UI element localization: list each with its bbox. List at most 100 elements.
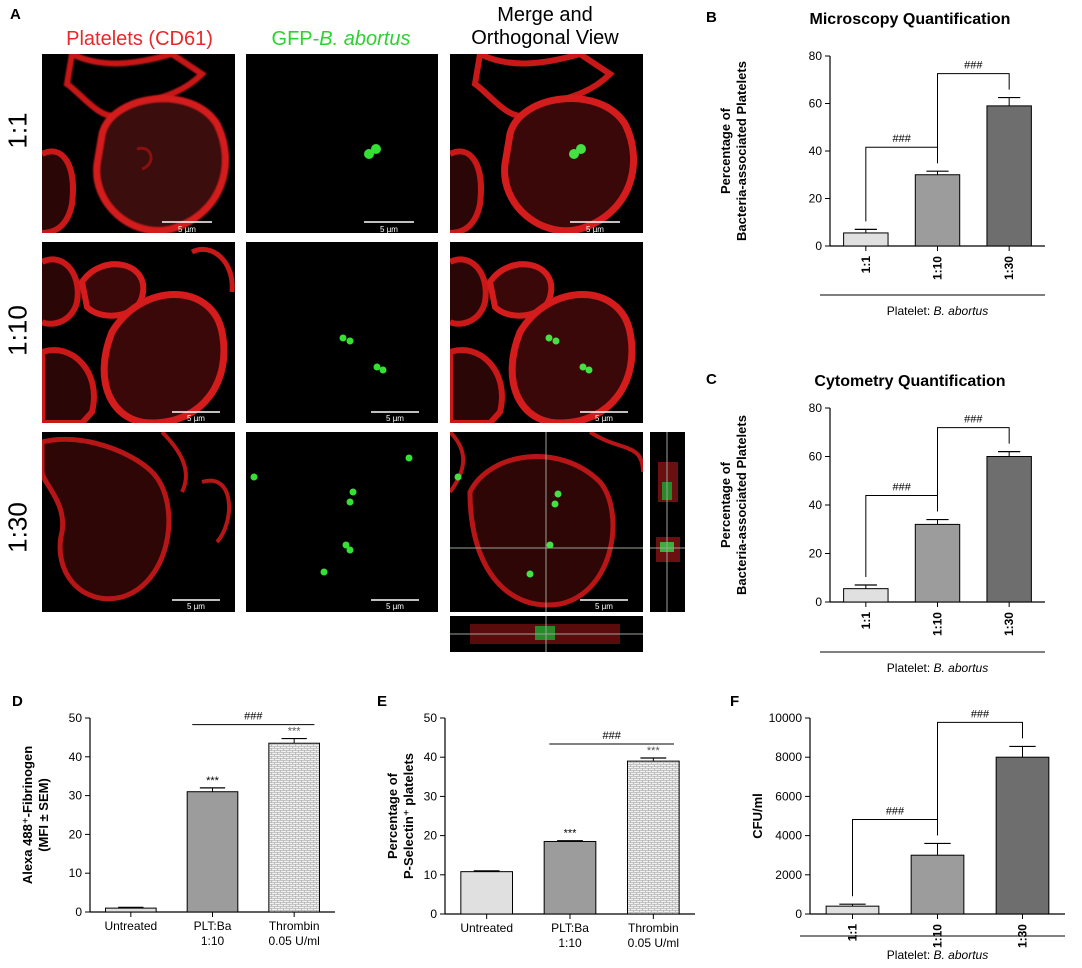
y-axis-label: Alexa 488⁺-Fibrinogen xyxy=(20,746,35,884)
micrograph-platelets-1-30: 5 µm xyxy=(42,432,235,612)
micrograph-merge-1-1-svg: 5 µm xyxy=(450,54,638,233)
bar xyxy=(914,174,961,247)
x-tick-label: 1:30 xyxy=(1002,612,1016,636)
x-tick-label: 1:1 xyxy=(859,612,873,630)
y-axis-label: Bacteria-associated Platelets xyxy=(734,61,749,241)
scale-bar-label: 5 µm xyxy=(386,414,404,423)
micrograph-gfp-1-30-svg: 5 µm xyxy=(250,454,419,611)
scale-bar-label: 5 µm xyxy=(380,225,398,233)
micrograph-gfp-1-1-svg: 5 µm xyxy=(364,144,414,233)
y-tick-label: 20 xyxy=(69,827,83,841)
x-tick-label: 0.05 U/ml xyxy=(628,936,679,950)
y-tick-label: 6000 xyxy=(775,789,802,803)
scale-bar-label: 5 µm xyxy=(586,225,604,233)
scale-bar-label: 5 µm xyxy=(178,225,196,233)
y-tick-label: 0 xyxy=(430,907,437,921)
panel-letter-e: E xyxy=(377,693,387,710)
y-tick-label: 40 xyxy=(809,498,823,512)
significance-bracket xyxy=(937,427,1010,512)
y-tick-label: 40 xyxy=(424,750,438,764)
y-tick-label: 0 xyxy=(815,595,822,609)
bar xyxy=(914,523,961,603)
panel-letter-b: B xyxy=(706,9,717,26)
chart-panel-d: D 0 10 20 30 40 50 Alexa 488⁺-Fibrinogen (MFI ± … xyxy=(12,693,335,948)
micrograph-platelets-1-1: 5 µm xyxy=(42,54,235,233)
significance-label: ### xyxy=(886,805,905,817)
significance-label: ### xyxy=(244,711,263,723)
orthogonal-view-horizontal xyxy=(450,616,643,652)
column-title-platelets: Platelets (CD61) xyxy=(42,28,237,51)
scale-bar-label: 5 µm xyxy=(187,602,205,611)
x-tick-label: 1:10 xyxy=(931,256,945,280)
significance-label: ### xyxy=(964,414,983,426)
panel-letter-c: C xyxy=(706,371,717,388)
y-tick-label: 0 xyxy=(75,905,82,919)
bar xyxy=(186,791,239,913)
panel-letter-f: F xyxy=(730,693,739,710)
chart-title: Cytometry Quantification xyxy=(814,373,1005,390)
y-tick-label: 20 xyxy=(809,192,823,206)
bar xyxy=(986,105,1032,247)
y-tick-label: 10000 xyxy=(769,711,803,725)
column-title-merge: Merge and Orthogonal View xyxy=(440,4,650,50)
y-tick-label: 50 xyxy=(424,711,438,725)
micrograph-merge-1-1: 5 µm xyxy=(450,54,643,233)
y-tick-label: 60 xyxy=(809,450,823,464)
x-axis-label: Platelet: B. abortus xyxy=(887,304,988,318)
y-tick-label: 80 xyxy=(809,401,823,415)
micrograph-gfp-1-10: 5 µm xyxy=(246,242,438,423)
x-tick-label: 0.05 U/ml xyxy=(268,934,319,948)
scale-bar-label: 5 µm xyxy=(595,414,613,423)
y-tick-label: 0 xyxy=(815,239,822,253)
chart-title: Microscopy Quantification xyxy=(810,11,1011,28)
significance-label: ### xyxy=(971,708,990,720)
x-tick-label: 1:10 xyxy=(931,612,945,636)
column-title-gfp-italic: B. abortus xyxy=(319,28,411,50)
x-tick-label: 1:10 xyxy=(558,936,582,950)
y-axis-label: (MFI ± SEM) xyxy=(36,778,51,852)
significance-bracket xyxy=(937,721,1023,836)
y-axis-label: Percentage of xyxy=(718,461,733,548)
y-tick-label: 40 xyxy=(69,750,83,764)
y-tick-label: 50 xyxy=(69,711,83,725)
x-tick-label: PLT:Ba xyxy=(194,919,232,933)
scale-bar-label: 5 µm xyxy=(386,602,404,611)
significance-bracket xyxy=(937,73,1010,164)
x-tick-label: Thrombin xyxy=(269,919,320,933)
y-tick-label: 80 xyxy=(809,49,823,63)
orthogonal-view-horizontal-svg xyxy=(450,616,643,652)
x-tick-label: 1:1 xyxy=(846,924,860,942)
y-tick-label: 8000 xyxy=(775,750,802,764)
x-axis-label: Platelet: B. abortus xyxy=(887,948,988,962)
y-tick-label: 20 xyxy=(424,829,438,843)
orthogonal-view-vertical xyxy=(650,432,685,612)
x-tick-label: PLT:Ba xyxy=(551,921,589,935)
y-axis-label: Percentage of xyxy=(718,107,733,194)
column-title-gfp: GFP-B. abortus xyxy=(246,28,436,51)
y-tick-label: 10 xyxy=(69,866,83,880)
panel-a-letter: A xyxy=(10,6,21,23)
significance-stars: *** xyxy=(288,726,302,738)
y-tick-label: 40 xyxy=(809,144,823,158)
chart-panel-b: B Microscopy Quantification 0 20 40 60 80 Perce… xyxy=(706,9,1045,318)
bar xyxy=(986,456,1032,603)
bar xyxy=(843,588,889,603)
micrograph-platelets-1-30-svg: 5 µm xyxy=(42,432,231,611)
bar xyxy=(627,760,680,915)
y-tick-label: 60 xyxy=(809,97,823,111)
panel-letter-d: D xyxy=(12,693,23,710)
micrograph-gfp-1-10-svg: 5 µm xyxy=(339,334,419,423)
significance-stars: *** xyxy=(206,775,220,787)
significance-label: ### xyxy=(892,133,911,145)
y-tick-label: 10 xyxy=(424,868,438,882)
bar xyxy=(910,854,965,915)
chart-panel-c: C Cytometry Quantification 0 20 40 60 80 Percen… xyxy=(706,371,1045,675)
column-title-merge-line1: Merge and xyxy=(497,4,593,26)
significance-stars: *** xyxy=(647,745,661,757)
micrograph-merge-1-10: 5 µm xyxy=(450,242,643,423)
y-tick-label: 4000 xyxy=(775,829,802,843)
bar xyxy=(268,742,320,913)
bar xyxy=(995,756,1050,915)
y-tick-label: 30 xyxy=(69,789,83,803)
